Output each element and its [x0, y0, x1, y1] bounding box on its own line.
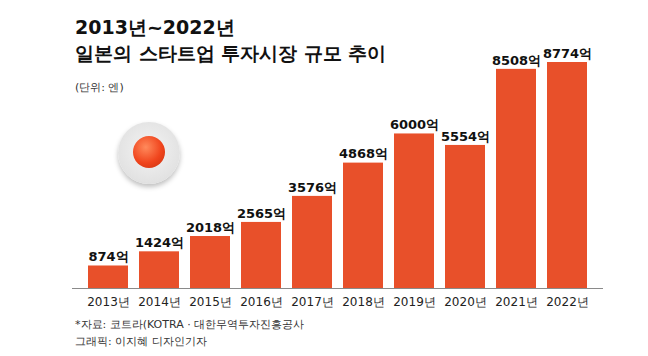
svg-text:2013년: 2013년 [87, 295, 130, 309]
html-text:2013년~2022년: 2013년~2022년 [75, 16, 235, 38]
svg-text:874억: 874억 [88, 249, 128, 264]
svg-text:2018억: 2018억 [186, 220, 235, 235]
svg-text:2021년: 2021년 [495, 295, 538, 309]
svg-text:2018년: 2018년 [342, 295, 385, 309]
svg-text:6000억: 6000억 [390, 117, 439, 132]
svg-text:2020년: 2020년 [444, 295, 487, 309]
svg-text:5554억: 5554억 [441, 129, 490, 144]
html-text:(단위: 엔): (단위: 엔) [75, 81, 124, 94]
svg-text:2022년: 2022년 [546, 295, 589, 309]
svg-text:3576억: 3576억 [288, 180, 337, 195]
svg-text:4868억: 4868억 [339, 146, 388, 161]
svg-text:1424억: 1424억 [135, 235, 184, 250]
svg-text:8508억: 8508억 [492, 53, 541, 68]
svg-text:2019년: 2019년 [393, 295, 436, 309]
svg-text:2017년: 2017년 [291, 295, 334, 309]
html-text:*자료: 코트라(KOTRA · 대한무역투자진흥공사: *자료: 코트라(KOTRA · 대한무역투자진흥공사 [75, 318, 305, 331]
html-text:일본의 스타트업 투자시장 규모 추이: 일본의 스타트업 투자시장 규모 추이 [75, 42, 387, 64]
svg-text:2565억: 2565억 [237, 206, 286, 221]
html-text:그래픽: 이지혜 디자인기자: 그래픽: 이지혜 디자인기자 [75, 335, 207, 348]
svg-text:2015년: 2015년 [189, 295, 232, 309]
svg-text:8774억: 8774억 [543, 46, 592, 61]
svg-text:2014년: 2014년 [138, 295, 181, 309]
svg-text:2016년: 2016년 [240, 295, 283, 309]
